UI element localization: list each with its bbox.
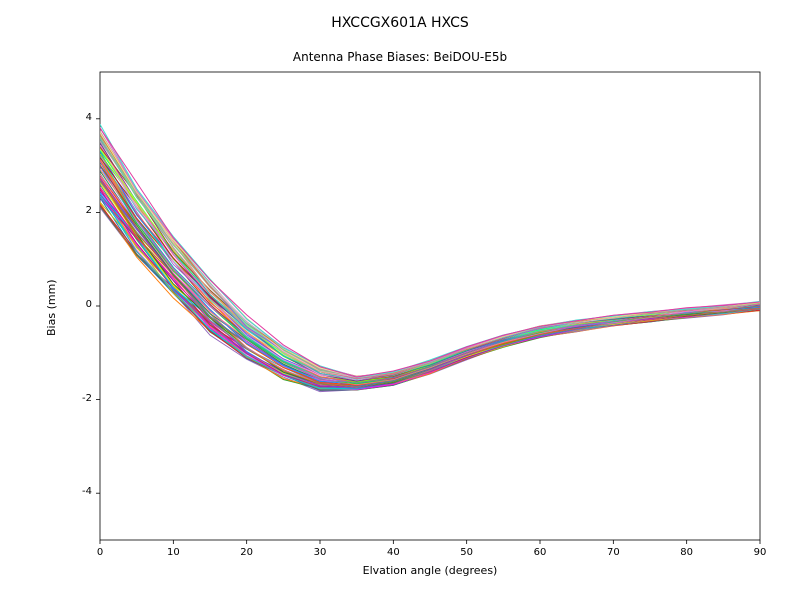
series-line <box>100 128 760 377</box>
series-line <box>100 154 760 382</box>
series-line <box>100 127 760 376</box>
series-line <box>100 138 760 377</box>
series-line <box>100 139 760 379</box>
x-tick-label: 30 <box>310 547 330 558</box>
series-line <box>100 149 760 379</box>
x-tick-label: 90 <box>750 547 770 558</box>
series-line <box>100 194 760 388</box>
series-line <box>100 131 760 377</box>
series-line <box>100 137 760 379</box>
x-tick-label: 50 <box>457 547 477 558</box>
series-line <box>100 132 760 377</box>
x-tick-label: 40 <box>383 547 403 558</box>
x-tick-label: 70 <box>603 547 623 558</box>
x-tick-label: 60 <box>530 547 550 558</box>
y-tick-label: 4 <box>86 112 92 123</box>
series-line <box>100 151 760 379</box>
x-tick-label: 10 <box>163 547 183 558</box>
x-tick-label: 80 <box>677 547 697 558</box>
series-line <box>100 148 760 379</box>
series-line <box>100 128 760 377</box>
plot-svg <box>0 0 800 600</box>
series-group <box>100 124 760 391</box>
series-line <box>100 132 760 378</box>
y-tick-label: 0 <box>86 299 92 310</box>
y-tick-label: 2 <box>86 205 92 216</box>
y-tick-label: -2 <box>82 393 92 404</box>
y-tick-label: -4 <box>82 486 92 497</box>
series-line <box>100 143 760 381</box>
series-line <box>100 135 760 376</box>
series-line <box>100 124 760 377</box>
series-line <box>100 137 760 377</box>
series-line <box>100 141 760 379</box>
x-tick-label: 0 <box>90 547 110 558</box>
series-line <box>100 132 760 376</box>
series-line <box>100 158 760 381</box>
series-line <box>100 194 760 387</box>
series-line <box>100 145 760 380</box>
series-line <box>100 135 760 379</box>
series-line <box>100 147 760 380</box>
series-line <box>100 157 760 381</box>
series-line <box>100 146 760 380</box>
series-line <box>100 150 760 382</box>
series-line <box>100 141 760 379</box>
x-tick-label: 20 <box>237 547 257 558</box>
series-line <box>100 147 760 379</box>
series-line <box>100 134 760 378</box>
